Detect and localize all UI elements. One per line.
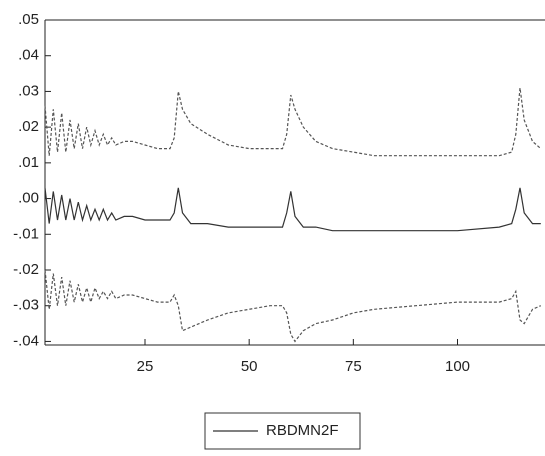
upper-band [44,87,542,157]
y-tick-label: .03 [18,82,39,99]
legend-box [204,412,361,450]
y-tick-label: .04 [18,47,39,64]
y-tick-label: -.03 [13,297,39,314]
x-tick-label: 25 [137,358,154,375]
y-tick-label: -.01 [13,225,39,242]
y-tick-label: -.02 [13,261,39,278]
y-tick-label: .01 [18,154,39,171]
series-line [44,187,541,232]
legend-label: RBDMN2F [266,422,339,439]
lower-band [44,269,542,343]
x-tick-label: 50 [241,358,258,375]
y-tick-label: -.04 [13,332,39,349]
y-tick-label: .02 [18,118,39,135]
y-tick-label: .00 [18,190,39,207]
x-tick-label: 100 [445,358,470,375]
x-tick-label: 75 [345,358,362,375]
y-tick-label: .05 [18,11,39,28]
